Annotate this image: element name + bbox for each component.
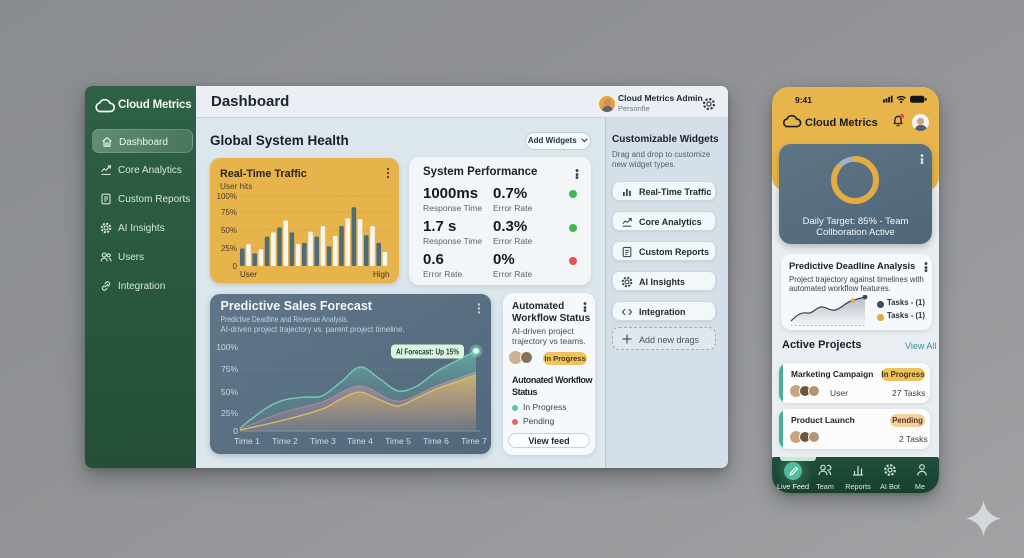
svg-text:Predictive Deadline and Revenu: Predictive Deadline and Revenue Analysis…: [221, 314, 349, 324]
svg-text:50%: 50%: [221, 226, 237, 235]
svg-text:Time 7: Time 7: [461, 436, 487, 446]
svg-text:75%: 75%: [221, 208, 237, 217]
svg-text:Real-Time Traffic: Real-Time Traffic: [220, 168, 307, 180]
svg-text:High: High: [373, 270, 389, 279]
svg-text:25%: 25%: [221, 408, 238, 418]
svg-text:Time 3: Time 3: [310, 436, 336, 446]
svg-text:0: 0: [233, 262, 238, 271]
svg-text:75%: 75%: [221, 364, 238, 374]
svg-text:100%: 100%: [216, 342, 238, 352]
svg-text:Time 4: Time 4: [347, 436, 373, 446]
svg-text:User: User: [240, 270, 257, 279]
svg-text:Time 6: Time 6: [423, 436, 449, 446]
svg-text:Time 2: Time 2: [272, 436, 298, 446]
svg-text:50%: 50%: [221, 387, 238, 397]
svg-text:Time 1: Time 1: [234, 436, 260, 446]
svg-text:AI Forecast: Up 15%: AI Forecast: Up 15%: [396, 346, 459, 356]
svg-text:25%: 25%: [221, 244, 237, 253]
svg-text:AI-driven project trajectory v: AI-driven project trajectory vs. parent …: [221, 324, 405, 334]
svg-text:Time 5: Time 5: [385, 436, 411, 446]
svg-text:0: 0: [233, 426, 238, 436]
svg-text:100%: 100%: [217, 192, 237, 201]
svg-text:Predictive Sales Forecast: Predictive Sales Forecast: [221, 299, 373, 313]
svg-text:User hits: User hits: [220, 182, 252, 191]
